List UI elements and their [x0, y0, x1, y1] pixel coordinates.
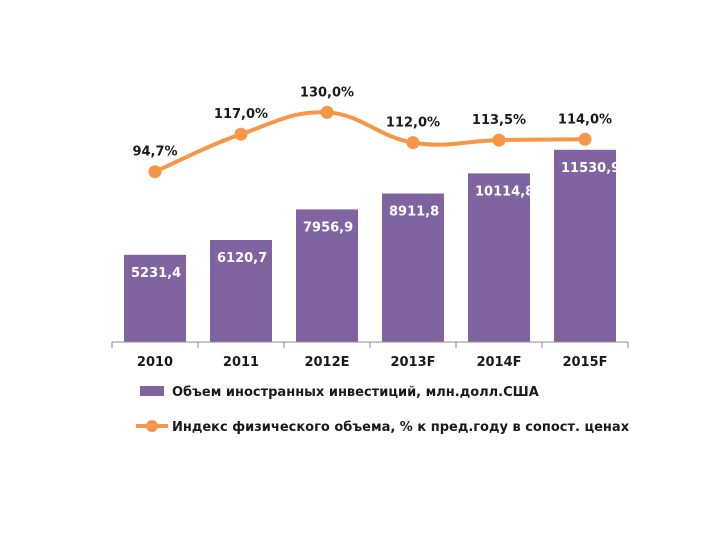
index-value-label: 130,0%: [300, 85, 354, 100]
index-value-label: 113,5%: [472, 113, 526, 128]
index-value-label: 112,0%: [386, 116, 440, 131]
index-point-2015F: [578, 132, 592, 146]
category-axis: 2010 2011 2012E 2013F 2014F 2015F: [111, 341, 629, 370]
bar-value-label: 8911,8: [389, 205, 439, 220]
index-point-2010: [148, 165, 162, 179]
index-value-label: 117,0%: [214, 107, 268, 122]
bar-2011: [210, 240, 272, 342]
bars-layer: 5231,4 6120,7 7956,9 8911,8 10114,8 11530,9: [124, 149, 620, 342]
index-point-2012E: [320, 105, 334, 119]
legend-bar-label: Объем иностранных инвестиций, млн.долл.С…: [172, 385, 539, 400]
bar-value-label: 7956,9: [303, 220, 353, 235]
index-value-label: 114,0%: [558, 112, 612, 127]
index-value-label: 94,7%: [132, 145, 177, 160]
index-point-2014F: [492, 133, 506, 147]
index-line: [154, 110, 586, 174]
bar-2014F: [468, 173, 530, 342]
category-label: 2013F: [390, 355, 435, 370]
category-label: 2014F: [476, 355, 521, 370]
category-label: 2012E: [304, 355, 349, 370]
bar-value-label: 6120,7: [217, 251, 267, 266]
legend: Объем иностранных инвестиций, млн.долл.С…: [136, 385, 630, 435]
category-label: 2015F: [562, 355, 607, 370]
category-label: 2011: [223, 355, 259, 370]
bar-value-label: 5231,4: [131, 266, 181, 281]
legend-line-label: Индекс физического объема, % к пред.году…: [172, 420, 630, 435]
index-line-layer: 94,7% 117,0% 130,0% 112,0% 113,5% 114,0%: [132, 85, 612, 179]
legend-line-marker: [146, 420, 158, 432]
bar-2010: [124, 254, 186, 342]
bar-2015F: [554, 149, 616, 342]
index-point-2013F: [406, 136, 420, 150]
legend-bar-swatch: [140, 386, 164, 396]
bar-2013F: [382, 193, 444, 342]
bar-value-label: 10114,8: [475, 184, 534, 199]
category-label: 2010: [137, 355, 173, 370]
bar-2012E: [296, 209, 358, 342]
bar-value-label: 11530,9: [561, 161, 620, 176]
index-point-2011: [234, 127, 248, 141]
